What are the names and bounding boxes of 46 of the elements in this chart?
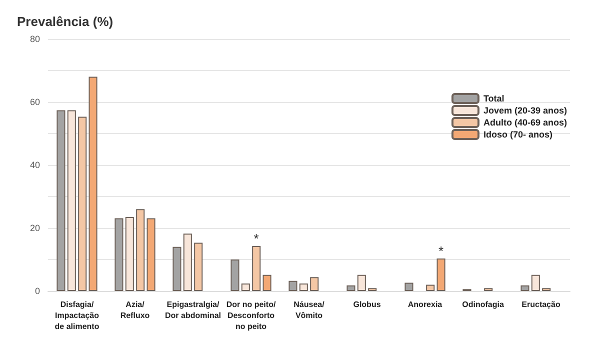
- bar: [194, 242, 203, 291]
- bar: [67, 110, 76, 291]
- legend-label: Idoso (70- anos): [483, 130, 552, 140]
- y-tick-label: 20: [30, 223, 40, 233]
- bar: [56, 110, 66, 291]
- bar: [78, 116, 87, 291]
- bar: [299, 283, 308, 291]
- bar: [172, 246, 182, 291]
- bar: [88, 76, 98, 291]
- x-tick-label: Azia/ Refluxo: [120, 300, 150, 320]
- x-tick-label: Eructação: [522, 300, 560, 309]
- x-tick-label: Náusea/ Vômito: [294, 300, 326, 320]
- bar: [262, 274, 272, 291]
- bar: [125, 216, 134, 291]
- bar: [241, 283, 250, 291]
- y-tick-label: 80: [30, 34, 40, 44]
- bar: [357, 274, 366, 291]
- bar: [230, 260, 240, 291]
- y-tick-label: 0: [34, 286, 40, 296]
- x-tick-label: Dor no peito/ Desconforto no peito: [226, 300, 276, 331]
- x-tick-label: Disfagia/ Impactação de alimento: [54, 300, 100, 331]
- bar: [252, 246, 261, 291]
- legend-label: Total: [483, 94, 504, 104]
- bar: [288, 280, 298, 291]
- legend-label: Adulto (40-69 anos): [483, 118, 567, 128]
- bar: [114, 218, 124, 291]
- bar: [310, 277, 319, 291]
- y-tick-label: 60: [30, 97, 40, 107]
- x-tick-label: Globus: [353, 300, 382, 309]
- bar: [531, 274, 540, 291]
- data-label: *: [254, 230, 259, 246]
- bar: [436, 258, 446, 291]
- bar: [146, 218, 156, 291]
- x-tick-label: Epigastralgia/ Dor abdominal: [164, 300, 222, 320]
- bar: [183, 234, 192, 291]
- x-tick-label: Odinofagia: [462, 300, 504, 309]
- data-label: *: [438, 244, 444, 259]
- x-tick-label: Anorexia: [408, 300, 443, 309]
- y-tick-label: 40: [30, 160, 40, 170]
- legend-label: Jovem (20-39 anos): [483, 106, 568, 116]
- chart-title: Prevalência (%): [17, 14, 114, 29]
- bar: [426, 284, 435, 291]
- bar: [136, 209, 145, 291]
- bar: [520, 285, 530, 291]
- bar: [346, 285, 356, 291]
- bar: [404, 282, 414, 291]
